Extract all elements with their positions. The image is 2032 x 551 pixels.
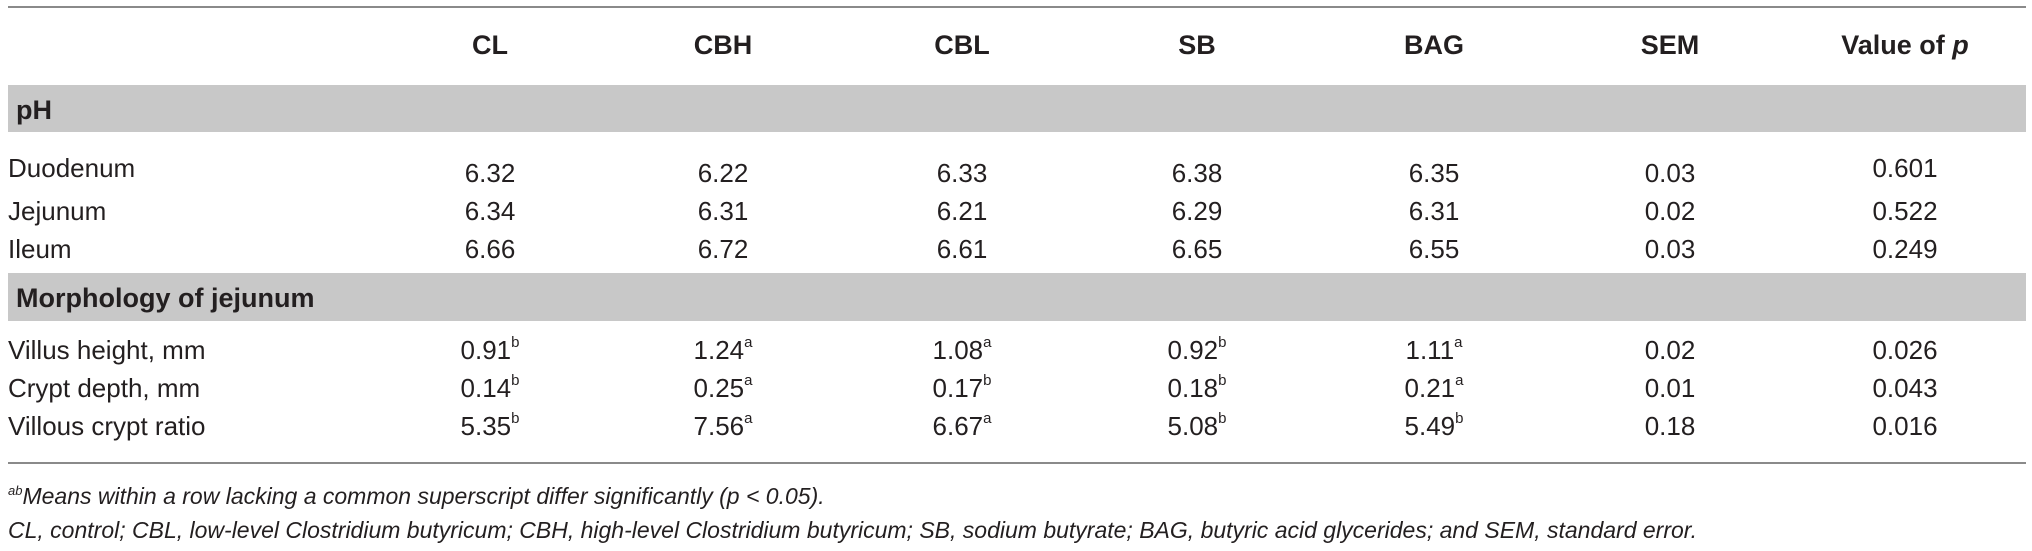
significance-superscript: b — [511, 334, 520, 352]
cell-value: 0.026 — [1872, 335, 1938, 365]
cell-value: 6.34 — [464, 196, 516, 226]
significance-superscript: a — [983, 410, 992, 428]
column-header-cbl: CBL — [934, 30, 990, 60]
row-label: Villous crypt ratio — [8, 411, 206, 441]
cell-value: 0.17b — [932, 372, 992, 403]
column-header-p-value: Value of p — [1841, 30, 1969, 60]
significance-superscript: a — [1454, 334, 1463, 352]
cell-value: 6.65 — [1171, 234, 1223, 264]
cell-value: 0.02 — [1644, 335, 1696, 365]
cell-value: 0.18b — [1167, 372, 1227, 403]
cell-value: 0.02 — [1644, 196, 1696, 226]
cell-value: 6.31 — [1408, 196, 1460, 226]
cell-value: 0.601 — [1872, 153, 1938, 183]
cell-value: 0.03 — [1644, 158, 1696, 188]
cell-value: 1.11a — [1405, 334, 1463, 365]
significance-superscript: a — [744, 334, 753, 352]
cell-value: 1.08a — [932, 334, 992, 365]
cell-value: 0.25a — [693, 372, 753, 403]
significance-superscript: a — [1455, 372, 1464, 390]
cell-value: 5.35b — [460, 410, 520, 441]
cell-value: 6.55 — [1408, 234, 1460, 264]
column-header-bag: BAG — [1404, 30, 1464, 60]
p-value-label: Value of — [1841, 30, 1945, 60]
cell-value: 6.67a — [932, 410, 992, 441]
column-header-sb: SB — [1178, 30, 1216, 60]
table-bottom-rule — [8, 462, 2026, 464]
section-title-ph: pH — [16, 95, 52, 125]
row-label: Crypt depth, mm — [8, 373, 201, 403]
significance-superscript: b — [511, 410, 520, 428]
cell-value: 6.33 — [936, 158, 988, 188]
cell-value: 6.38 — [1171, 158, 1223, 188]
cell-value: 5.49b — [1404, 410, 1464, 441]
cell-value: 0.016 — [1872, 411, 1938, 441]
significance-superscript: b — [1218, 372, 1227, 390]
cell-value: 5.08b — [1167, 410, 1227, 441]
cell-value: 0.522 — [1872, 196, 1938, 226]
section-title-morphology: Morphology of jejunum — [16, 283, 315, 313]
significance-superscript: b — [1455, 410, 1464, 428]
row-label: Villus height, mm — [8, 335, 206, 365]
p-symbol: p — [1952, 30, 1969, 60]
footnote-marker: ab — [8, 483, 23, 499]
cell-value: 0.91b — [460, 334, 520, 365]
cell-value: 6.31 — [697, 196, 749, 226]
section-band-ph — [8, 85, 2026, 132]
significance-superscript: b — [511, 372, 520, 390]
section-band-morphology — [8, 273, 2026, 321]
column-header-cbh: CBH — [693, 30, 753, 60]
significance-superscript: a — [744, 372, 753, 390]
cell-value: 6.32 — [464, 158, 516, 188]
table-top-rule — [8, 6, 2026, 8]
cell-value: 0.92b — [1167, 334, 1227, 365]
significance-superscript: b — [1218, 410, 1227, 428]
footnote-significance: abMeans within a row lacking a common su… — [8, 483, 825, 509]
cell-value: 0.21a — [1404, 372, 1464, 403]
cell-value: 6.22 — [697, 158, 749, 188]
significance-superscript: a — [744, 410, 753, 428]
cell-value: 6.29 — [1171, 196, 1223, 226]
cell-value: 0.03 — [1644, 234, 1696, 264]
cell-value: 6.35 — [1408, 158, 1460, 188]
row-label: Jejunum — [8, 196, 107, 226]
cell-value: 0.01 — [1644, 373, 1696, 403]
row-label: Ileum — [8, 234, 72, 264]
significance-superscript: a — [983, 334, 992, 352]
cell-value: 7.56a — [693, 410, 753, 441]
cell-value: 0.043 — [1872, 373, 1938, 403]
cell-value: 6.21 — [936, 196, 988, 226]
row-label: Duodenum — [8, 153, 136, 183]
significance-superscript: b — [1218, 334, 1227, 352]
cell-value: 0.249 — [1872, 234, 1938, 264]
cell-value: 0.14b — [460, 372, 520, 403]
column-header-cl: CL — [472, 30, 508, 60]
column-header-sem: SEM — [1640, 30, 1700, 60]
cell-value: 0.18 — [1644, 411, 1696, 441]
cell-value: 6.61 — [936, 234, 988, 264]
significance-superscript: b — [983, 372, 992, 390]
footnote-abbreviations: CL, control; CBL, low-level Clostridium … — [8, 517, 1697, 543]
cell-value: 6.72 — [697, 234, 749, 264]
cell-value: 6.66 — [464, 234, 516, 264]
cell-value: 1.24a — [693, 334, 753, 365]
